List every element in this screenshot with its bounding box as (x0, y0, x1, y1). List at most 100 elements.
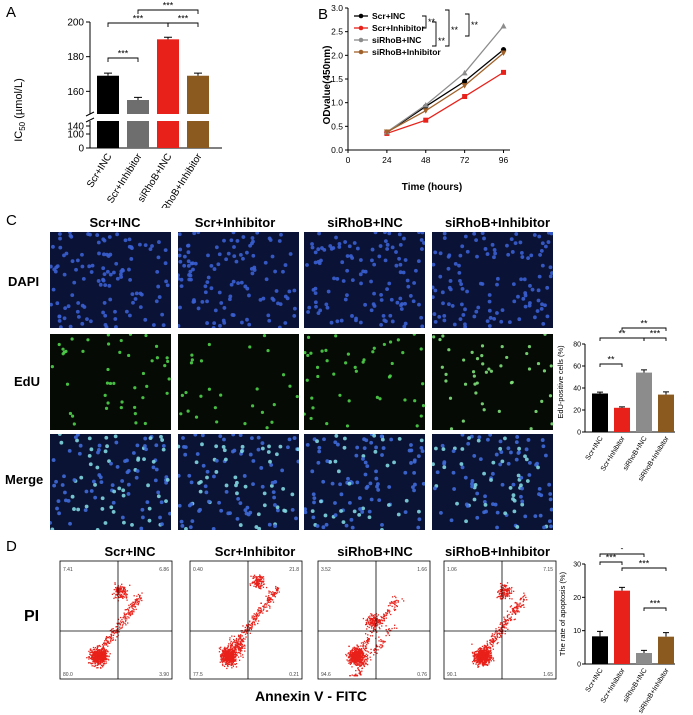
flow-dot (101, 662, 103, 664)
flow-dot (221, 653, 223, 655)
flow-dot (251, 627, 253, 629)
flow-dot (491, 656, 493, 658)
flow-dot (98, 649, 101, 651)
flow-dot (259, 580, 261, 582)
flow-dot (108, 659, 110, 661)
flow-dot (124, 622, 126, 624)
flow-dot (522, 599, 525, 601)
flow-dot (121, 590, 123, 593)
flow-dot (123, 593, 125, 596)
point (422, 108, 429, 114)
flow-dot (100, 649, 102, 651)
flow-dot (485, 658, 487, 661)
flow-dot (229, 657, 231, 660)
sig-b-3: ** (471, 20, 479, 30)
flow-dot (262, 583, 265, 586)
flow-dot (239, 644, 241, 646)
flow-dot (488, 659, 490, 662)
flow-dot (256, 579, 259, 582)
flow-dot (499, 597, 501, 599)
flow-dot (266, 602, 268, 604)
flow-dot (100, 655, 102, 657)
flow-dot (244, 647, 246, 649)
flow-dot (389, 602, 392, 604)
flow-dot (101, 651, 103, 654)
flow-dot (92, 646, 95, 649)
flow-dot (517, 605, 519, 607)
flow-dot (255, 586, 257, 588)
flow-dot (348, 645, 350, 647)
flow-dot (513, 590, 515, 592)
flow-dot (258, 586, 260, 588)
flow-dot (230, 656, 232, 658)
flow-dot (96, 651, 99, 654)
y-tick-label: 100 (67, 130, 84, 141)
flow-dot (103, 653, 105, 655)
flow-dot (345, 655, 348, 657)
flow-dot (498, 592, 501, 594)
flow-dot (107, 636, 109, 639)
flow-dot (501, 584, 504, 586)
flow-dot (224, 654, 226, 656)
flow-dot (511, 608, 514, 610)
flow-dot (255, 582, 258, 585)
flow-dot (481, 645, 484, 648)
flow-dot (251, 615, 253, 617)
flow-dot (351, 656, 353, 658)
flow-dot (365, 623, 368, 625)
flow-dot (360, 653, 363, 655)
flow-dot (237, 656, 240, 658)
flow-dot (103, 661, 105, 663)
flow-dot (106, 640, 108, 642)
flow-dot (272, 601, 275, 603)
flow-dot (255, 581, 258, 583)
flow-dot (383, 617, 385, 620)
flow-dot (103, 654, 105, 656)
flow-dot (240, 648, 242, 651)
flow-dot (363, 665, 366, 668)
flow-dot (253, 623, 256, 625)
flow-dot (498, 629, 500, 631)
flow-dot (235, 646, 237, 649)
flow-dot (239, 637, 241, 639)
flow-dot (367, 642, 369, 644)
flow-dot (239, 649, 241, 651)
flow-dot (274, 593, 276, 595)
sig-b-2: ** (438, 36, 446, 46)
flow-dot (356, 675, 358, 677)
flow-dot (268, 595, 270, 597)
flow-dot (91, 651, 93, 653)
flow-dot (96, 647, 99, 650)
flow-dot (98, 659, 100, 661)
flow-dot (394, 604, 396, 606)
quadrant-q4: 90.1 (447, 672, 457, 678)
flow-dot (222, 651, 225, 654)
flow-dot (374, 625, 376, 627)
flow-dot (507, 589, 509, 591)
flow-dot (222, 650, 225, 652)
flow-dot (226, 650, 229, 652)
flow-dot (355, 656, 358, 658)
point (461, 69, 468, 76)
flow-dot (498, 628, 501, 631)
flow-dot (261, 584, 263, 587)
flow-dot (97, 650, 99, 652)
flow-dot (357, 667, 359, 670)
flow-dot (240, 634, 242, 636)
flow-dot (480, 656, 482, 658)
micrograph-dapi-2 (178, 232, 299, 328)
flow-dot (257, 582, 259, 584)
flow-dot (484, 658, 486, 661)
flow-dot (359, 655, 361, 657)
flow-dot (222, 651, 224, 653)
flow-dot (369, 623, 371, 626)
flow-dot (224, 653, 226, 655)
flow-dot (349, 660, 351, 662)
c-cat-0: Scr+INC (585, 435, 605, 461)
flow-dot (265, 595, 267, 597)
flow-dot (366, 640, 368, 643)
flow-dot (388, 609, 390, 612)
flow-dot (513, 611, 515, 614)
quadrant-q4: 77.5 (193, 672, 203, 678)
flow-dot (381, 619, 383, 621)
